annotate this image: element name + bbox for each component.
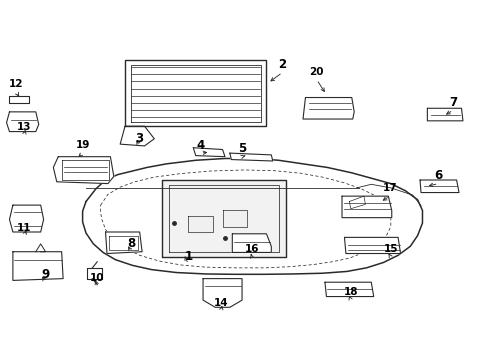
Text: 3: 3 [135,131,143,145]
Polygon shape [9,96,29,103]
Polygon shape [131,64,260,122]
Text: 15: 15 [383,244,397,254]
Polygon shape [82,158,422,274]
Polygon shape [303,98,353,119]
Text: 18: 18 [343,287,357,297]
Polygon shape [325,282,373,297]
Text: 5: 5 [238,142,245,155]
Polygon shape [125,60,266,126]
Text: 13: 13 [17,122,31,132]
Polygon shape [344,237,400,253]
Polygon shape [188,216,212,232]
Polygon shape [13,252,63,280]
Polygon shape [87,268,102,279]
Text: 9: 9 [41,268,50,281]
Polygon shape [341,196,391,218]
Polygon shape [105,232,142,253]
Polygon shape [348,196,365,209]
Text: 12: 12 [9,79,23,89]
Text: 1: 1 [184,250,192,263]
Polygon shape [168,185,278,252]
Polygon shape [232,234,271,252]
Polygon shape [193,148,224,157]
Text: 10: 10 [90,273,104,283]
Polygon shape [222,211,246,226]
Text: 7: 7 [448,96,456,109]
Polygon shape [61,160,109,180]
Polygon shape [427,108,462,121]
Text: 2: 2 [278,58,286,71]
Polygon shape [9,205,43,232]
Text: 8: 8 [127,237,135,250]
Text: 17: 17 [382,183,396,193]
Polygon shape [229,153,272,161]
Text: 16: 16 [244,244,259,254]
Polygon shape [120,126,154,146]
Polygon shape [109,235,138,250]
Polygon shape [6,112,39,132]
Text: 19: 19 [75,140,90,150]
Text: 4: 4 [196,139,204,152]
Text: 14: 14 [213,298,228,308]
Polygon shape [53,157,114,184]
Text: 11: 11 [17,223,31,233]
Polygon shape [419,180,458,193]
Polygon shape [203,279,242,307]
Polygon shape [161,180,285,257]
Text: 6: 6 [433,169,442,182]
Text: 20: 20 [309,67,323,77]
